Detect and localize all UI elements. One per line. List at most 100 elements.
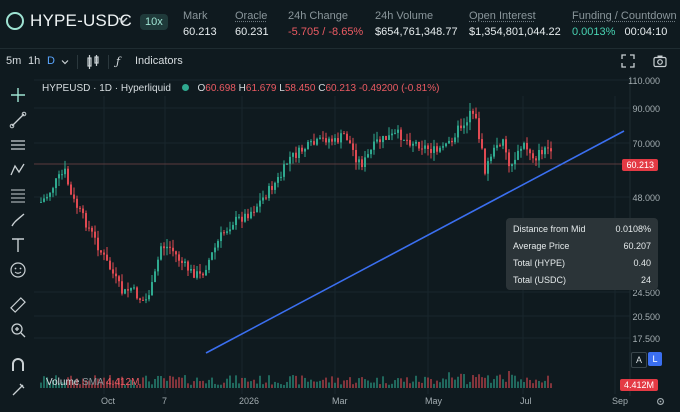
volume-bar: [85, 380, 87, 388]
magnet-tool-icon[interactable]: [8, 355, 28, 375]
candle-body: [478, 118, 480, 140]
pattern-tool-icon[interactable]: [8, 160, 28, 180]
legend-c-label: C: [318, 83, 326, 94]
volume-bar: [79, 384, 81, 388]
candlestick-plot[interactable]: [34, 76, 680, 412]
candle-body: [223, 232, 225, 234]
candle-body: [91, 227, 93, 232]
candle-body: [64, 168, 66, 175]
settings-gear-icon[interactable]: [655, 396, 666, 407]
log-scale-button[interactable]: L: [648, 352, 662, 366]
price-tick: 90.000: [632, 104, 660, 114]
candle-body: [298, 147, 300, 158]
current-price-tag: 60.213: [622, 159, 658, 171]
stat-mark-label: Mark: [183, 10, 208, 22]
candle-body: [460, 125, 462, 129]
volume-bar: [325, 377, 327, 388]
volume-bar: [67, 377, 69, 388]
volume-bar: [403, 381, 405, 388]
time-tick: Mar: [332, 396, 348, 406]
candle-body: [364, 157, 366, 168]
info-label: Total (USDC): [513, 275, 567, 285]
leverage-badge[interactable]: 10x: [140, 14, 168, 30]
volume-bar: [133, 382, 135, 388]
volume-bar: [196, 377, 198, 388]
volume-bar: [373, 382, 375, 388]
legend-close: 60.213: [325, 83, 357, 94]
interval-1d[interactable]: D: [47, 55, 55, 67]
candle-body: [115, 273, 117, 277]
volume-bar: [412, 381, 414, 388]
fib-tool-icon[interactable]: [8, 185, 28, 205]
candles-type-icon[interactable]: [86, 54, 100, 70]
volume-bar: [256, 383, 258, 388]
candle-body: [190, 269, 192, 271]
volume-bar: [157, 375, 159, 388]
volume-bar: [544, 380, 546, 388]
volume-bar: [316, 381, 318, 388]
lock-drawings-icon[interactable]: [8, 380, 28, 400]
candle-body: [181, 260, 183, 264]
candle-body: [283, 164, 285, 177]
trendline-tool-icon[interactable]: [8, 110, 28, 130]
interval-5m[interactable]: 5m: [6, 55, 22, 67]
volume-bar: [526, 377, 528, 388]
volume-bar: [496, 375, 498, 388]
volume-bar: [232, 382, 234, 388]
stat-funding-rate: 0.0013%: [572, 26, 616, 38]
volume-bar: [340, 384, 342, 388]
live-dot-icon: [181, 84, 189, 91]
text-tool-icon[interactable]: [8, 235, 28, 255]
candle-body: [163, 246, 165, 249]
camera-icon[interactable]: [653, 54, 667, 68]
volume-bar: [166, 380, 168, 388]
volume-bar: [313, 381, 315, 388]
candle-body: [166, 246, 168, 249]
price-tick: 70.000: [632, 139, 660, 149]
volume-bar: [49, 382, 51, 388]
candle-body: [70, 184, 72, 195]
interval-1h[interactable]: 1h: [28, 55, 41, 67]
fx-icon[interactable]: ƒ: [116, 55, 121, 68]
interval-chevron-icon[interactable]: [61, 58, 69, 66]
brush-tool-icon[interactable]: [8, 210, 28, 230]
candle-body: [427, 145, 429, 150]
volume-bar: [106, 381, 108, 388]
volume-bar: [376, 377, 378, 388]
candle-body: [97, 237, 99, 251]
crosshair-icon[interactable]: [8, 85, 28, 105]
candle-body: [508, 152, 510, 167]
candle-body: [277, 177, 279, 183]
stat-open-interest-value: $1,354,801,044.22: [469, 26, 561, 38]
candle-body: [85, 213, 87, 228]
price-chart[interactable]: [34, 76, 680, 412]
indicators-button[interactable]: Indicators: [135, 55, 183, 67]
chevron-down-icon[interactable]: [117, 14, 129, 26]
ruler-tool-icon[interactable]: [8, 295, 28, 315]
volume-bar: [478, 374, 480, 388]
candle-body: [310, 141, 312, 143]
volume-bar: [211, 377, 213, 388]
candle-body: [514, 159, 516, 165]
candle-body: [400, 129, 402, 140]
fullscreen-icon[interactable]: [621, 54, 635, 68]
volume-bar: [319, 380, 321, 388]
candle-body: [295, 152, 297, 158]
candle-body: [211, 252, 213, 260]
stat-24h-change: 24h Change -5.705 / -8.65%: [288, 10, 363, 38]
volume-bar: [193, 381, 195, 388]
auto-scale-button[interactable]: A: [631, 352, 647, 368]
pair-selector[interactable]: HYPE-USDC: [30, 11, 132, 30]
market-header: HYPE-USDC 10x Mark 60.213 Oracle 60.231 …: [0, 0, 680, 48]
volume-bar: [535, 379, 537, 388]
zoom-tool-icon[interactable]: [8, 320, 28, 340]
volume-bar: [406, 377, 408, 388]
candle-body: [487, 161, 489, 174]
volume-bar: [511, 374, 513, 388]
volume-bar: [187, 383, 189, 388]
candle-body: [340, 133, 342, 143]
candle-body: [391, 133, 393, 136]
hline-tool-icon[interactable]: [8, 135, 28, 155]
volume-bar: [280, 384, 282, 388]
emoji-tool-icon[interactable]: [8, 260, 28, 280]
